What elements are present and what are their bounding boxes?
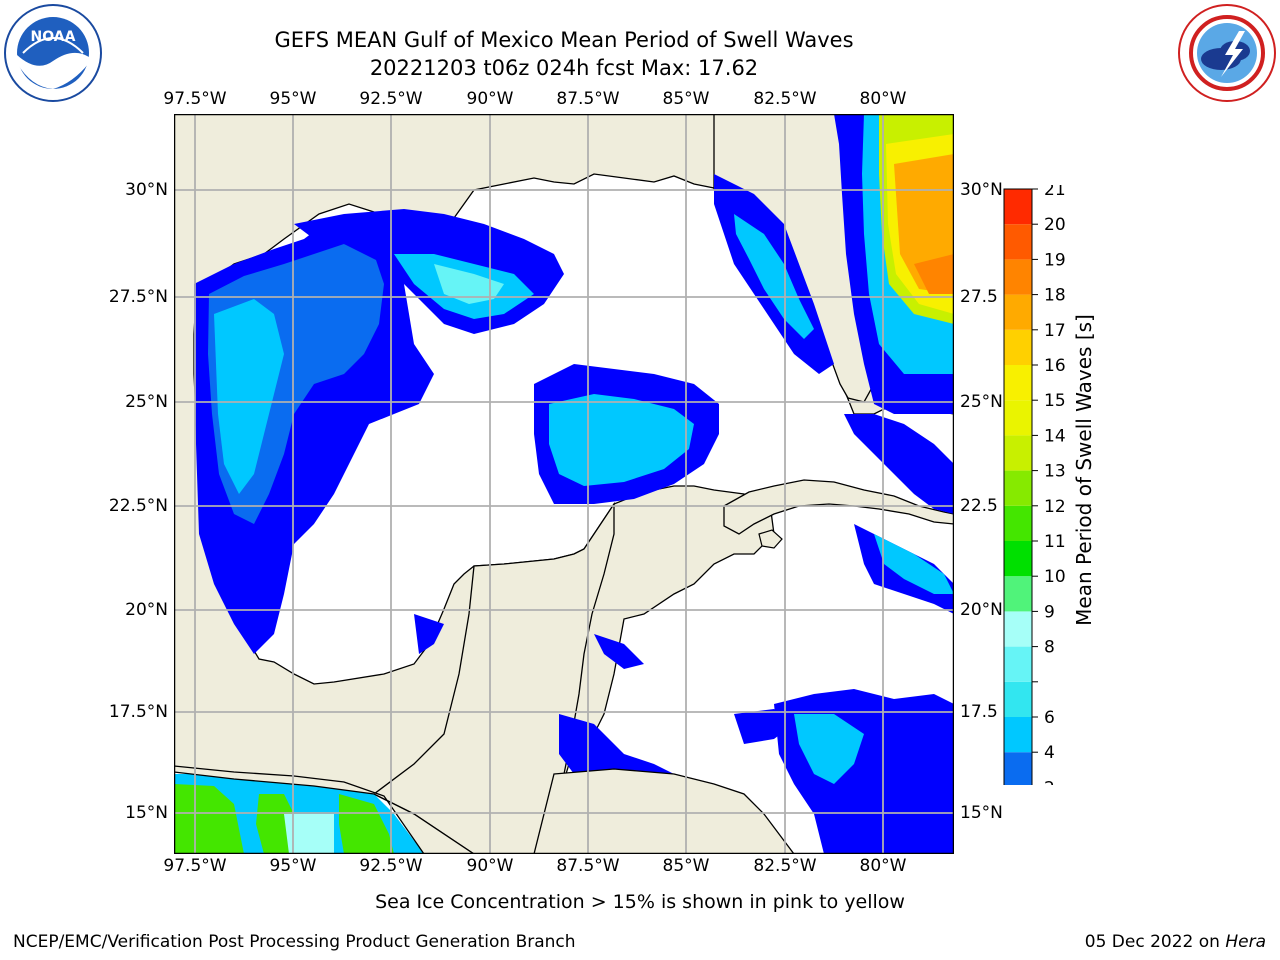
lat-label-left: 15°N — [125, 803, 168, 823]
colorbar-segment — [1004, 576, 1032, 612]
lon-label-bottom: 90°W — [466, 856, 514, 876]
colorbar-tick-label: 21 — [1044, 185, 1066, 200]
lat-label-left: 30°N — [125, 180, 168, 200]
colorbar-tick-label: 9 — [1044, 602, 1055, 622]
lon-label-bottom: 95°W — [269, 856, 317, 876]
map-frame — [173, 113, 955, 855]
lat-label-left: 27.5°N — [108, 287, 168, 307]
sea-ice-note: Sea Ice Concentration > 15% is shown in … — [375, 891, 905, 913]
colorbar-segment — [1004, 717, 1032, 753]
colorbar-tick-label: 10 — [1044, 567, 1066, 587]
colorbar-svg: 2 4 6 8 9 10 11 12 13 14 15 16 17 18 19 20 21 — [1003, 180, 1066, 815]
lat-label-left: 22.5°N — [108, 496, 168, 516]
chart-title: GEFS MEAN Gulf of Mexico Mean Period of … — [274, 28, 854, 52]
colorbar-tick-label: 2 — [1044, 778, 1055, 785]
lon-label-top: 85°W — [662, 89, 710, 109]
colorbar-tick-label: 16 — [1044, 356, 1066, 376]
colorbar-tick-label: 20 — [1044, 215, 1066, 235]
colorbar-tick-label: 14 — [1044, 426, 1066, 446]
colorbar-segment — [1004, 365, 1032, 401]
colorbar-segment — [1004, 505, 1032, 541]
colorbar-segment — [1004, 541, 1032, 577]
chart-subtitle: 20221203 t06z 024h fcst Max: 17.62 — [369, 56, 759, 80]
yucatan-land — [372, 501, 615, 854]
lon-label-bottom: 82.5°W — [753, 856, 817, 876]
noaa-logo: NOAA — [3, 3, 103, 103]
colorbar-tick-label: 12 — [1044, 497, 1066, 517]
map-panel — [173, 113, 955, 855]
colorbar-segment — [1004, 224, 1032, 260]
host-name: Hera — [1225, 932, 1266, 952]
colorbar-segment — [1004, 189, 1032, 225]
colorbar-tick-label: 6 — [1044, 708, 1055, 728]
noaa-logo-text: NOAA — [31, 29, 76, 45]
lon-label-bottom: 80°W — [859, 856, 907, 876]
colorbar-segment — [1004, 646, 1032, 682]
lon-label-bottom: 92.5°W — [359, 856, 423, 876]
lon-label-top: 97.5°W — [163, 89, 227, 109]
lon-label-top: 80°W — [859, 89, 907, 109]
colorbar-tick-label: 11 — [1044, 532, 1066, 552]
lat-label-right: 17.5 — [960, 702, 998, 722]
run-date: 05 Dec 2022 on — [1084, 932, 1226, 952]
cuba-land — [723, 479, 954, 535]
colorbar-tick-label: 17 — [1044, 321, 1066, 341]
lat-label-right: 22.5 — [960, 496, 998, 516]
lon-label-bottom: 87.5°W — [556, 856, 620, 876]
colorbar-tick-label: 13 — [1044, 462, 1066, 482]
colorbar: 2 4 6 8 9 10 11 12 13 14 15 16 17 18 19 20 21 — [1000, 180, 1070, 815]
pacific-swell-field — [174, 774, 424, 854]
honduras-land — [533, 768, 795, 854]
colorbar-segment — [1004, 259, 1032, 295]
nws-logo — [1177, 3, 1277, 103]
colorbar-segment — [1004, 400, 1032, 436]
lon-label-top: 92.5°W — [359, 89, 423, 109]
lon-label-top: 82.5°W — [753, 89, 817, 109]
graticule — [174, 114, 954, 854]
lat-label-left: 20°N — [125, 600, 168, 620]
lon-label-top: 90°W — [466, 89, 514, 109]
lat-label-right: 30°N — [960, 180, 1003, 200]
credit-left: NCEP/EMC/Verification Post Processing Pr… — [13, 932, 576, 952]
colorbar-tick-label: 8 — [1044, 638, 1055, 658]
lat-label-right: 25°N — [960, 392, 1003, 412]
central-america-land — [174, 765, 476, 854]
lat-label-left: 17.5°N — [108, 702, 168, 722]
colorbar-segment — [1004, 294, 1032, 330]
colorbar-label: Mean Period of Swell Waves [s] — [1072, 314, 1096, 626]
map-svg — [173, 113, 955, 855]
colorbar-segment — [1004, 329, 1032, 365]
colorbar-segment — [1004, 681, 1032, 717]
atlantic-swell-field — [834, 114, 954, 414]
lon-label-bottom: 97.5°W — [163, 856, 227, 876]
colorbar-tick-label: 18 — [1044, 286, 1066, 306]
colorbar-segment — [1004, 470, 1032, 506]
colorbar-tick-label: 19 — [1044, 250, 1066, 270]
lat-label-left: 25°N — [125, 392, 168, 412]
colorbar-segment — [1004, 752, 1032, 788]
isla-juventud — [758, 529, 783, 549]
colorbar-segment — [1004, 611, 1032, 647]
lon-label-bottom: 85°W — [662, 856, 710, 876]
lon-label-top: 95°W — [269, 89, 317, 109]
credit-right: 05 Dec 2022 on Hera — [1085, 932, 1266, 952]
colorbar-tick-label: 15 — [1044, 391, 1066, 411]
colorbar-tick-label: 4 — [1044, 743, 1055, 763]
lon-label-top: 87.5°W — [556, 89, 620, 109]
lat-label-right: 27.5 — [960, 287, 998, 307]
lat-label-right: 20°N — [960, 600, 1003, 620]
lat-label-right: 15°N — [960, 803, 1003, 823]
colorbar-segment — [1004, 435, 1032, 471]
